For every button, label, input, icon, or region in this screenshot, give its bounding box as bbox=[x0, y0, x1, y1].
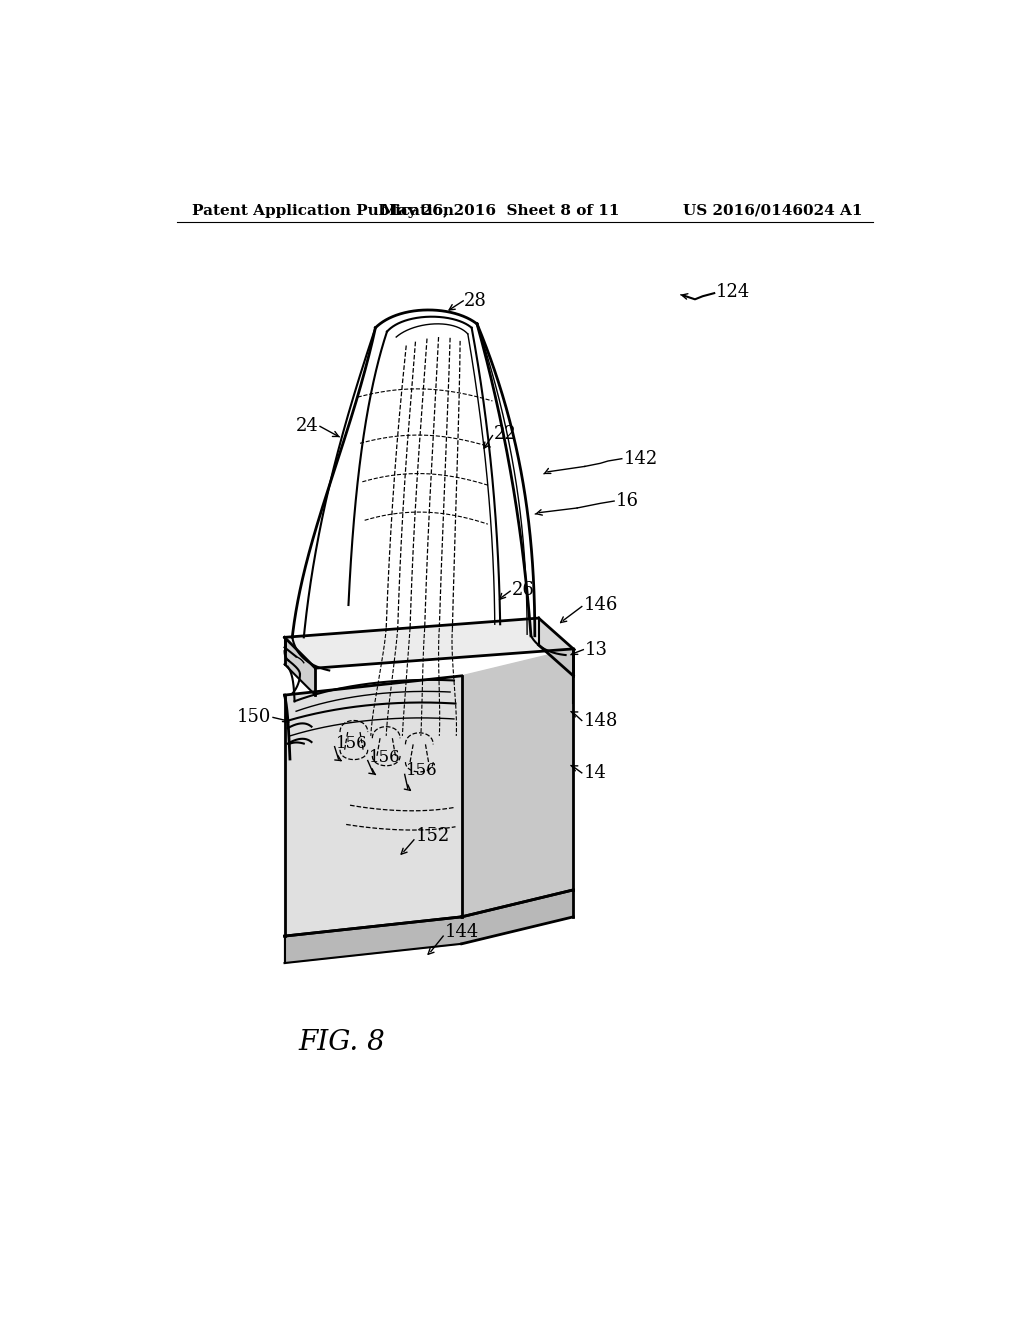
Polygon shape bbox=[285, 890, 573, 964]
Text: 150: 150 bbox=[238, 709, 271, 726]
Text: 28: 28 bbox=[464, 292, 486, 310]
Text: 124: 124 bbox=[716, 282, 750, 301]
Polygon shape bbox=[462, 649, 573, 917]
Text: US 2016/0146024 A1: US 2016/0146024 A1 bbox=[683, 203, 862, 218]
Polygon shape bbox=[539, 618, 573, 676]
Text: 146: 146 bbox=[584, 597, 617, 614]
Text: 156: 156 bbox=[407, 762, 438, 779]
Text: 152: 152 bbox=[416, 828, 450, 845]
Text: Patent Application Publication: Patent Application Publication bbox=[193, 203, 455, 218]
Text: 26: 26 bbox=[512, 581, 535, 598]
Text: May 26, 2016  Sheet 8 of 11: May 26, 2016 Sheet 8 of 11 bbox=[381, 203, 620, 218]
Polygon shape bbox=[285, 676, 462, 936]
Text: FIG. 8: FIG. 8 bbox=[298, 1028, 385, 1056]
Text: 156: 156 bbox=[336, 735, 368, 752]
Text: 148: 148 bbox=[584, 711, 617, 730]
Text: 13: 13 bbox=[585, 640, 608, 659]
Polygon shape bbox=[285, 618, 573, 668]
Text: 144: 144 bbox=[444, 923, 479, 941]
Text: 16: 16 bbox=[615, 492, 639, 510]
Text: 156: 156 bbox=[370, 748, 400, 766]
Text: 22: 22 bbox=[494, 425, 517, 444]
Text: 24: 24 bbox=[296, 417, 318, 436]
Text: 142: 142 bbox=[624, 450, 657, 467]
Text: 14: 14 bbox=[584, 764, 606, 781]
Polygon shape bbox=[285, 638, 315, 696]
